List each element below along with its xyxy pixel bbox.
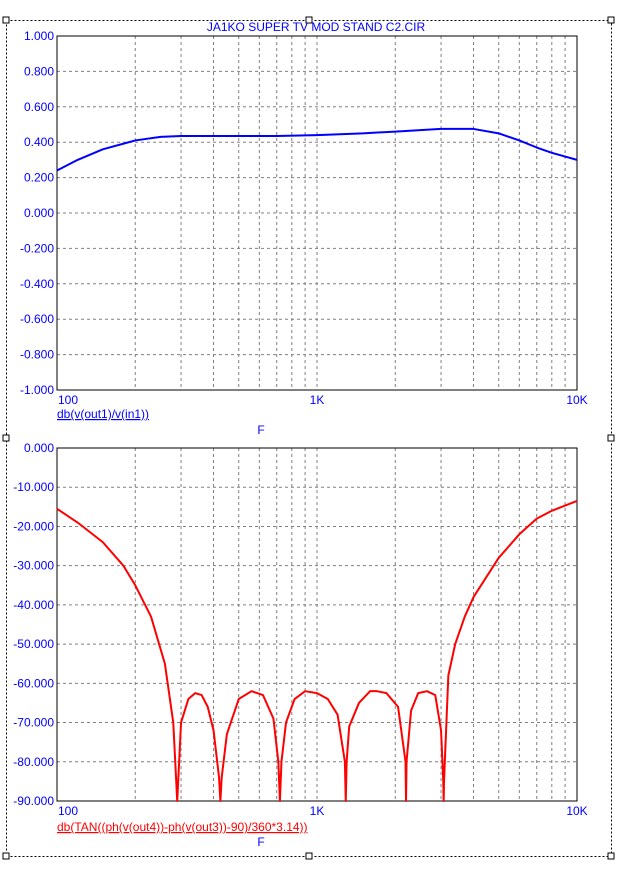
x-axis-label: F: [257, 423, 264, 437]
y-tick-label: 0.000: [24, 206, 54, 220]
x-tick-label: 100: [58, 804, 78, 818]
y-tick-label: -20.000: [13, 519, 54, 533]
y-tick-label: 0.000: [24, 441, 54, 455]
resize-handle-tl[interactable]: [2, 16, 10, 24]
y-tick-label: -0.600: [20, 312, 54, 326]
y-tick-label: -0.200: [20, 241, 54, 255]
x-tick-label: 100: [58, 393, 78, 407]
y-tick-label: -60.000: [13, 676, 54, 690]
x-tick-label: 10K: [566, 804, 587, 818]
y-tick-label: 1.000: [24, 29, 54, 43]
x-axis-label: F: [257, 835, 264, 849]
y-tick-label: 0.800: [24, 64, 54, 78]
resize-handle-bc[interactable]: [305, 852, 313, 860]
y-tick-label: -50.000: [13, 637, 54, 651]
y-tick-label: -10.000: [13, 480, 54, 494]
y-tick-label: -40.000: [13, 598, 54, 612]
resize-handle-bl[interactable]: [2, 852, 10, 860]
y-expression-label[interactable]: db(v(out1)/v(in1)): [57, 407, 149, 421]
x-tick-label: 1K: [310, 393, 325, 407]
resize-handle-ml[interactable]: [2, 434, 10, 442]
y-tick-label: -0.800: [20, 348, 54, 362]
y-tick-label: -30.000: [13, 559, 54, 573]
resize-handle-mr[interactable]: [607, 434, 615, 442]
x-tick-label: 10K: [566, 393, 587, 407]
top-plot: 1.000 0.800 0.600 0.400 0.200 0.000 -0.200 -0.4…: [20, 29, 588, 437]
series-line: [56, 127, 578, 172]
y-tick-label: -70.000: [13, 716, 54, 730]
series-line: [56, 500, 578, 802]
resize-handle-tr[interactable]: [607, 16, 615, 24]
y-tick-label: -0.400: [20, 277, 54, 291]
y-tick-label: 0.600: [24, 100, 54, 114]
y-tick-label: -1.000: [20, 383, 54, 397]
resize-handle-br[interactable]: [607, 852, 615, 860]
y-expression-label[interactable]: db(TAN((ph(v(out4))-ph(v(out3))-90)/360*…: [57, 820, 308, 834]
plot-frame: [56, 447, 578, 802]
y-tick-label: -90.000: [13, 794, 54, 808]
chart-title: JA1KO SUPER TV MOD STAND C2.CIR: [207, 20, 426, 34]
resize-handle-tc[interactable]: [305, 16, 313, 24]
y-tick-label: 0.200: [24, 171, 54, 185]
x-tick-label: 1K: [310, 804, 325, 818]
plot-frame: [56, 35, 578, 391]
y-tick-label: 0.400: [24, 135, 54, 149]
y-tick-label: -80.000: [13, 755, 54, 769]
bottom-plot: 0.000 -10.000 -20.000 -30.000 -40.000 -50.000…: [13, 441, 587, 849]
selection-border: [6, 20, 612, 857]
